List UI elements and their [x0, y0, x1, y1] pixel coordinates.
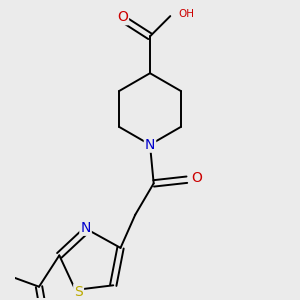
Text: O: O	[191, 171, 202, 185]
Text: O: O	[117, 10, 128, 24]
Text: OH: OH	[178, 10, 194, 20]
Text: N: N	[145, 138, 155, 152]
Text: S: S	[74, 284, 83, 298]
Text: N: N	[80, 221, 91, 235]
